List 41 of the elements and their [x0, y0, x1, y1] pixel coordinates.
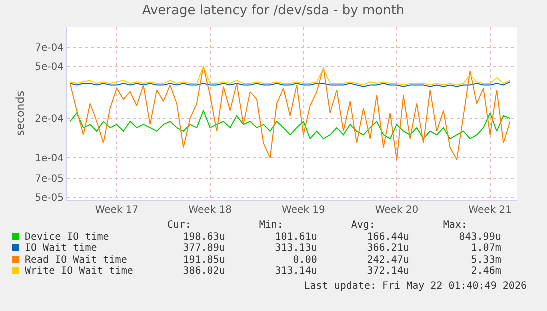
text: Cur:: [166, 220, 192, 232]
text: 2.46m: [470, 266, 502, 278]
x-tick-label: Week 20: [375, 205, 419, 216]
text: 843.99u: [458, 232, 502, 243]
y-tick-label: 2e-04: [35, 114, 64, 126]
legend-label: Read IO Wait time: [25, 254, 128, 266]
legend-label: Device IO time: [25, 232, 110, 242]
text: Min:: [258, 220, 284, 232]
y-tick-label: 5e-05: [35, 193, 64, 204]
legend-label: IO Wait time: [25, 243, 98, 254]
text: 386.02u: [182, 266, 226, 278]
chart-title: Average latency for /dev/sda - by month: [142, 4, 405, 19]
text: 5.33m: [470, 254, 502, 266]
text: 101.61u: [274, 232, 318, 243]
y-tick-label: 7e-05: [35, 174, 64, 185]
text: 191.85u: [182, 254, 226, 266]
x-tick-label: Week 17: [95, 205, 139, 216]
text: 313.13u: [274, 243, 318, 254]
line-series: [70, 66, 511, 160]
x-tick-label: Week 19: [282, 205, 326, 216]
text: 166.44u: [366, 232, 410, 243]
text: 377.89u: [182, 243, 226, 254]
text: Last update: Fri May 22 01:40:49 2026: [304, 281, 527, 292]
text: 366.21u: [366, 243, 410, 254]
x-tick-label: Week 21: [468, 205, 512, 216]
y-axis-title: seconds: [14, 90, 27, 136]
y-tick-label: 1e-04: [35, 154, 64, 165]
line-series: [70, 66, 511, 86]
text: 242.47u: [366, 254, 410, 266]
text: 313.14u: [274, 266, 318, 278]
text: Avg:: [350, 220, 376, 232]
line-series: [70, 110, 511, 140]
text: 1.07m: [470, 243, 502, 254]
text: 198.63u: [182, 232, 226, 243]
text: Max:: [442, 220, 468, 232]
y-tick-label: 7e-04: [35, 42, 64, 54]
x-tick-label: Week 18: [188, 205, 232, 216]
legend-label: Write IO Wait time: [25, 266, 134, 277]
text: 372.14u: [366, 266, 410, 278]
y-tick-label: 5e-04: [35, 62, 64, 73]
text: 0.00: [292, 254, 318, 266]
